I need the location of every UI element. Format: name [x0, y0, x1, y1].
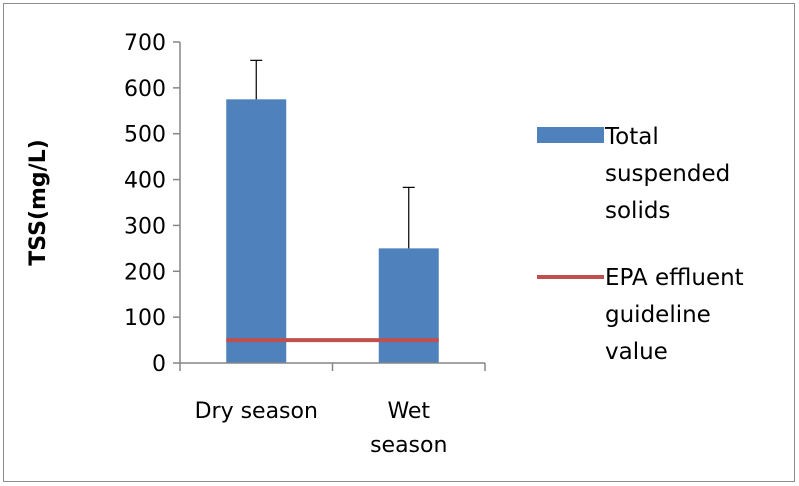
y-tick-label: 700 [124, 31, 166, 56]
x-category-label: season [370, 433, 447, 458]
legend: Total suspended solids EPA effluent guidelin… [537, 124, 744, 365]
x-category-label: Wet [387, 399, 430, 424]
bar-wet-season [378, 248, 439, 363]
legend-label-tss: Total [604, 124, 659, 150]
y-tick-label: 100 [124, 306, 166, 331]
legend-swatch-tss [537, 127, 604, 143]
bar-dry-season [226, 99, 287, 364]
legend-label-epa: guideline [605, 302, 711, 328]
legend-label-tss: suspended [605, 161, 730, 187]
y-tick-label: 300 [124, 214, 166, 239]
y-tick-label: 0 [152, 352, 166, 377]
chart-frame [3, 3, 795, 482]
y-tick-label: 200 [124, 260, 166, 285]
legend-label-epa: EPA effluent [605, 265, 744, 291]
legend-label-epa: value [605, 339, 668, 365]
y-tick-label: 400 [124, 169, 166, 194]
plot-area: 0 100 200 300 400 500 600 700 TSS(mg/L) Dry seaso… [26, 31, 486, 458]
y-axis-title: TSS(mg/L) [26, 139, 51, 266]
y-tick-label: 500 [124, 123, 166, 148]
y-tick-label: 600 [124, 77, 166, 102]
x-category-label: Dry season [195, 399, 318, 424]
legend-label-tss: solids [605, 198, 670, 224]
